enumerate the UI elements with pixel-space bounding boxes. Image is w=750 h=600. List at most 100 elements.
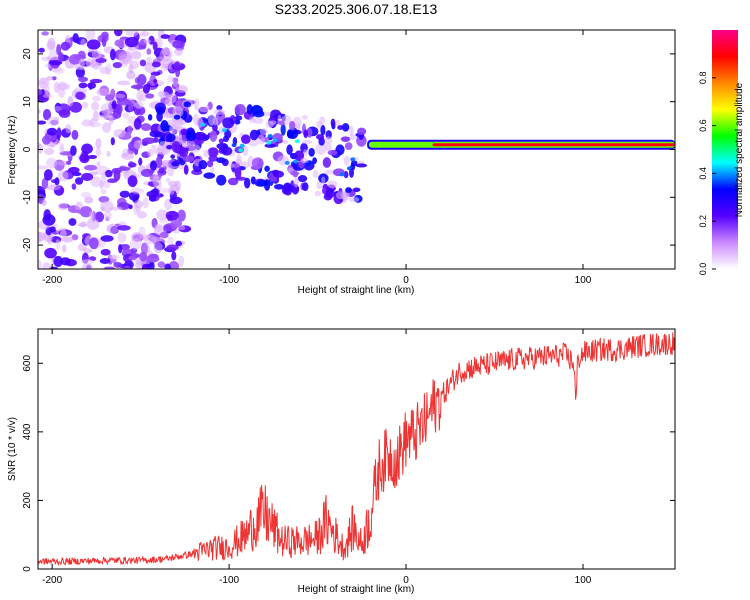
spectrogram-blob bbox=[100, 103, 114, 115]
y-tick-label: 10 bbox=[22, 96, 33, 108]
spectrogram-blob bbox=[121, 152, 134, 160]
spectrogram-blob bbox=[131, 50, 142, 60]
spectrogram-blob bbox=[54, 116, 60, 122]
spectrogram-blob bbox=[58, 108, 71, 118]
spectrogram-blob bbox=[47, 37, 56, 50]
spectrogram-blob bbox=[57, 170, 69, 182]
spectrogram-blob bbox=[145, 93, 155, 99]
spectrogram-blob bbox=[179, 147, 189, 157]
spectrogram-blob bbox=[56, 43, 62, 56]
spectrogram-blob bbox=[150, 236, 163, 242]
spectrogram-blob bbox=[335, 191, 348, 200]
spectrogram-blob bbox=[218, 138, 224, 144]
spectrogram-blob bbox=[100, 235, 114, 242]
spectrogram-blob bbox=[161, 47, 171, 56]
x-tick-label: 100 bbox=[575, 275, 592, 286]
spectrogram-blob bbox=[76, 209, 90, 215]
spectrogram-blob bbox=[43, 169, 53, 181]
spectrogram-blob bbox=[327, 149, 338, 156]
spectrogram-blob bbox=[239, 143, 245, 148]
spectrogram-blob bbox=[88, 237, 99, 250]
spectrogram-blob bbox=[273, 183, 285, 190]
spectrogram-blob bbox=[234, 115, 243, 121]
spectrogram-blob bbox=[356, 134, 367, 147]
spectrogram-blob bbox=[71, 183, 77, 190]
spectrogram-blob bbox=[312, 169, 319, 178]
spectrogram-blob bbox=[314, 190, 322, 197]
spectrogram-blob bbox=[141, 263, 150, 269]
y-tick-label: 0 bbox=[22, 146, 33, 152]
spectrogram-blob bbox=[180, 129, 188, 136]
spectrogram-blob bbox=[183, 164, 189, 175]
spectrogram-blob bbox=[326, 180, 338, 189]
spectrogram-blob bbox=[177, 209, 186, 222]
spectrogram-blob bbox=[345, 187, 352, 193]
spectrogram-blob bbox=[47, 235, 53, 245]
spectrogram-blob bbox=[155, 106, 166, 115]
spectrogram-blob bbox=[175, 85, 188, 94]
spectrogram-blob bbox=[42, 93, 53, 98]
spectrogram-blob bbox=[133, 117, 142, 130]
spectrogram-blob bbox=[248, 116, 256, 124]
spectrogram-blob bbox=[339, 172, 345, 177]
spectrogram-blob bbox=[153, 148, 165, 155]
spectrogram-blob bbox=[58, 81, 67, 91]
spectrogram-blob bbox=[42, 214, 56, 226]
spectrogram-blob bbox=[243, 177, 251, 189]
spectrogram-blob bbox=[45, 157, 58, 169]
spectrogram-blob bbox=[355, 163, 368, 168]
spectrogram-blob bbox=[151, 144, 157, 150]
spectrogram-blob bbox=[158, 167, 165, 174]
x-tick-label: -100 bbox=[219, 575, 239, 586]
spectrogram-blob bbox=[300, 157, 309, 164]
spectrogram-blob bbox=[306, 127, 313, 138]
spectrogram-blob bbox=[236, 154, 242, 164]
spectrogram-blob bbox=[346, 166, 352, 171]
y-tick-label: 400 bbox=[22, 423, 33, 440]
spectrogram-blob bbox=[81, 172, 94, 181]
spectrogram-blob bbox=[56, 127, 62, 139]
spectrogram-blob bbox=[112, 62, 123, 69]
spectrogram-blob bbox=[293, 159, 299, 164]
spectrogram-blob bbox=[147, 148, 154, 157]
spectrogram-blob bbox=[89, 210, 95, 221]
spectrogram-blob bbox=[95, 147, 102, 157]
spectrogram-blob bbox=[111, 100, 117, 110]
spectrogram-blob bbox=[140, 168, 154, 178]
spectrogram-blob bbox=[91, 95, 101, 102]
spectrogram-blob bbox=[78, 82, 88, 89]
spectrogram-blob bbox=[166, 133, 176, 143]
spectrogram-blob bbox=[323, 193, 333, 201]
spectrogram-blob bbox=[228, 163, 235, 168]
spectrogram-blob bbox=[99, 114, 113, 119]
y-tick-label: 600 bbox=[22, 355, 33, 372]
spectrogram-blob bbox=[131, 231, 143, 242]
spectrogram-blob bbox=[150, 188, 161, 194]
spectrogram-blob bbox=[159, 231, 169, 239]
spectrogram-blob bbox=[99, 66, 111, 75]
spectrogram-blob bbox=[167, 236, 174, 246]
spectrogram-blob bbox=[138, 157, 143, 166]
spectrogram-blob bbox=[129, 60, 140, 70]
spectrogram-blob bbox=[182, 142, 192, 148]
spectrogram-blob bbox=[343, 170, 349, 179]
spectrogram-blob bbox=[81, 101, 89, 109]
colorbar-tick-label: 0.4 bbox=[698, 167, 708, 180]
spectrogram-blob bbox=[91, 50, 102, 60]
spectrogram-blob bbox=[128, 255, 137, 261]
spectrogram-blob bbox=[117, 166, 131, 171]
tone-core bbox=[432, 143, 675, 147]
x-tick-label: -200 bbox=[42, 275, 62, 286]
spectrogram-blob bbox=[68, 54, 82, 65]
spectrogram-blob bbox=[152, 174, 160, 187]
spectrogram-blob bbox=[152, 41, 158, 51]
spectrogram-blob bbox=[209, 130, 218, 142]
colorbar-label: Normalized spectral amplitude bbox=[734, 82, 745, 217]
spectrogram-blob bbox=[106, 150, 111, 157]
spectrogram-blob bbox=[273, 170, 285, 178]
spectrogram-blob bbox=[165, 210, 179, 221]
spectrogram-blob bbox=[324, 136, 333, 145]
spectrogram-blob bbox=[281, 185, 290, 195]
spectrogram-blob bbox=[61, 244, 67, 253]
spectrogram-blob bbox=[44, 247, 57, 259]
